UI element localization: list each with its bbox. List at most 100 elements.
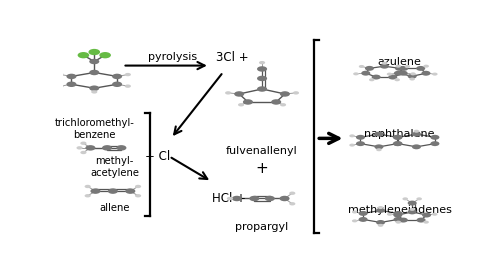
- Circle shape: [395, 66, 404, 71]
- Circle shape: [58, 84, 64, 88]
- Text: allene: allene: [100, 203, 130, 213]
- Circle shape: [408, 201, 416, 206]
- Circle shape: [396, 221, 401, 224]
- Circle shape: [422, 71, 430, 76]
- Circle shape: [234, 91, 244, 97]
- Circle shape: [416, 197, 422, 200]
- Circle shape: [353, 72, 358, 75]
- Circle shape: [422, 213, 431, 218]
- Circle shape: [238, 103, 244, 107]
- Circle shape: [116, 145, 126, 151]
- Circle shape: [86, 145, 96, 151]
- Circle shape: [280, 196, 289, 201]
- Circle shape: [412, 144, 421, 149]
- Circle shape: [416, 66, 425, 71]
- Circle shape: [88, 49, 100, 55]
- Circle shape: [257, 76, 267, 81]
- Circle shape: [243, 99, 253, 105]
- Circle shape: [394, 141, 402, 146]
- Circle shape: [350, 134, 355, 137]
- Circle shape: [280, 103, 286, 107]
- Circle shape: [376, 208, 385, 213]
- Circle shape: [432, 73, 438, 76]
- Circle shape: [84, 194, 91, 198]
- Circle shape: [394, 135, 402, 140]
- Circle shape: [380, 64, 389, 69]
- Text: fulvenallenyl: fulvenallenyl: [226, 146, 298, 156]
- Circle shape: [124, 73, 131, 76]
- Circle shape: [382, 62, 388, 65]
- Circle shape: [394, 217, 402, 222]
- Circle shape: [372, 75, 380, 79]
- Circle shape: [356, 141, 365, 146]
- Circle shape: [374, 132, 384, 137]
- Circle shape: [289, 192, 296, 195]
- Circle shape: [112, 74, 122, 79]
- Circle shape: [394, 78, 400, 81]
- Circle shape: [416, 218, 426, 222]
- Circle shape: [356, 135, 365, 140]
- Circle shape: [424, 65, 429, 68]
- Text: +: +: [256, 161, 268, 176]
- Circle shape: [259, 61, 265, 64]
- Text: methyl-
acetylene: methyl- acetylene: [90, 156, 140, 178]
- Circle shape: [378, 206, 384, 209]
- Circle shape: [394, 213, 402, 218]
- Circle shape: [102, 145, 112, 151]
- Text: trichloromethyl-
benzene: trichloromethyl- benzene: [54, 118, 134, 140]
- Circle shape: [387, 73, 392, 76]
- Circle shape: [66, 74, 76, 79]
- Circle shape: [100, 52, 111, 58]
- Circle shape: [66, 82, 76, 87]
- Circle shape: [378, 224, 384, 227]
- Circle shape: [358, 217, 368, 222]
- Circle shape: [280, 91, 290, 97]
- Text: naphthalene: naphthalene: [364, 129, 435, 139]
- Text: pyrolysis: pyrolysis: [148, 52, 198, 62]
- Circle shape: [112, 82, 122, 87]
- Circle shape: [430, 135, 440, 140]
- Circle shape: [396, 65, 401, 68]
- Circle shape: [232, 196, 242, 201]
- Circle shape: [388, 75, 398, 79]
- Circle shape: [227, 197, 233, 200]
- Circle shape: [58, 73, 64, 76]
- Circle shape: [414, 130, 419, 133]
- Circle shape: [399, 218, 408, 222]
- Circle shape: [430, 141, 440, 146]
- Circle shape: [410, 208, 415, 211]
- Circle shape: [108, 188, 118, 194]
- Circle shape: [289, 202, 296, 206]
- Circle shape: [387, 213, 392, 216]
- Circle shape: [126, 188, 136, 194]
- Circle shape: [369, 78, 374, 81]
- Circle shape: [84, 185, 91, 188]
- Circle shape: [80, 142, 86, 145]
- Circle shape: [359, 65, 364, 68]
- Circle shape: [410, 72, 416, 75]
- Circle shape: [376, 220, 385, 225]
- Circle shape: [124, 84, 131, 88]
- Circle shape: [393, 135, 402, 140]
- Circle shape: [265, 196, 275, 201]
- Circle shape: [135, 194, 141, 198]
- Circle shape: [80, 151, 86, 154]
- Circle shape: [399, 66, 408, 71]
- Circle shape: [432, 213, 438, 216]
- Circle shape: [293, 91, 299, 95]
- Text: 3Cl +: 3Cl +: [216, 51, 248, 64]
- Circle shape: [91, 90, 98, 94]
- Circle shape: [394, 71, 403, 76]
- Circle shape: [225, 91, 232, 95]
- Circle shape: [352, 210, 358, 213]
- Circle shape: [424, 221, 429, 224]
- Circle shape: [394, 211, 402, 216]
- Circle shape: [89, 59, 100, 64]
- Circle shape: [257, 86, 267, 92]
- Circle shape: [89, 70, 100, 75]
- Circle shape: [393, 141, 402, 146]
- Circle shape: [358, 211, 368, 216]
- Circle shape: [78, 52, 89, 58]
- Circle shape: [374, 144, 384, 149]
- Circle shape: [365, 66, 374, 71]
